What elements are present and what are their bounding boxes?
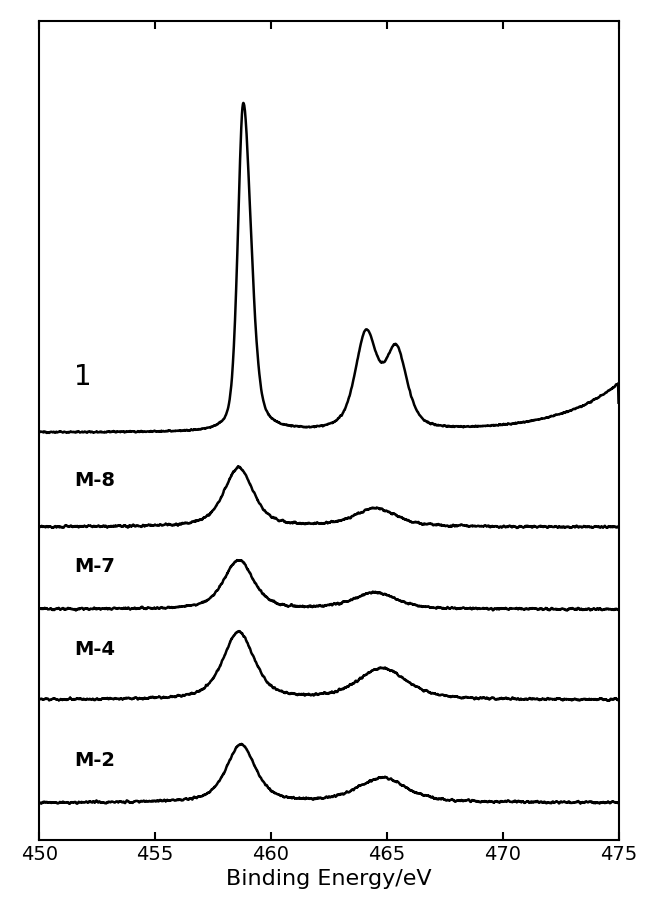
Text: M-7: M-7 xyxy=(74,558,115,576)
Text: 1: 1 xyxy=(74,363,91,391)
Text: M-2: M-2 xyxy=(74,751,115,770)
X-axis label: Binding Energy/eV: Binding Energy/eV xyxy=(226,869,432,889)
Text: M-8: M-8 xyxy=(74,471,115,490)
Text: M-4: M-4 xyxy=(74,640,115,659)
